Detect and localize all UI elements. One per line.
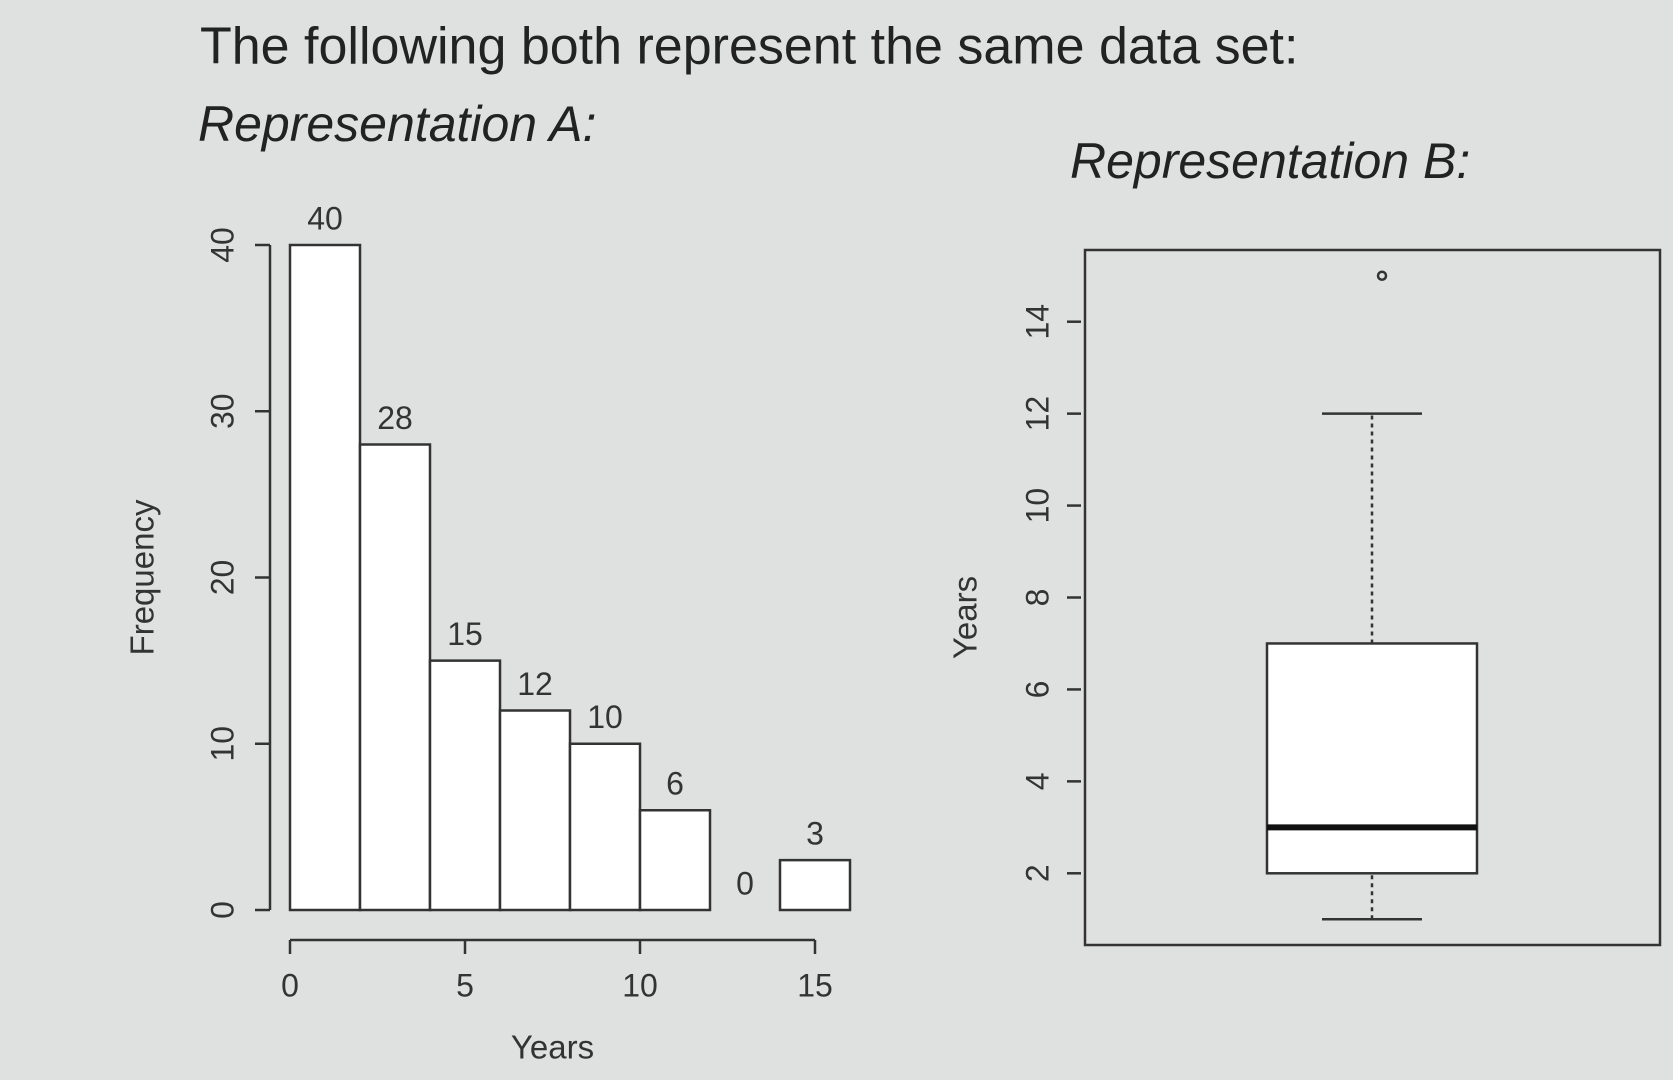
bar — [358, 443, 432, 912]
y-axis-label: Frequency — [124, 499, 161, 655]
plot-frame — [1083, 248, 1662, 947]
bar — [498, 709, 572, 912]
y-tick-label: 40 — [204, 227, 240, 263]
box — [1265, 642, 1479, 875]
y-tick-label: 4 — [1019, 772, 1055, 790]
bar — [568, 742, 642, 912]
y-tick-label: 10 — [1019, 488, 1055, 524]
outlier — [1376, 270, 1388, 281]
y-tick-label: 8 — [1019, 589, 1055, 607]
y-tick-label: 12 — [1019, 396, 1055, 432]
y-tick-label: 2 — [1019, 864, 1055, 882]
value-label: 12 — [517, 666, 553, 702]
label-a: Representation A: — [198, 96, 596, 152]
page-title: The following both represent the same da… — [200, 18, 1298, 76]
label-b: Representation B: — [1070, 133, 1470, 189]
value-label: 0 — [736, 865, 754, 901]
y-tick-label: 20 — [204, 560, 240, 596]
y-tick-label: 30 — [204, 393, 240, 429]
y-tick-label: 10 — [204, 726, 240, 762]
x-tick-label: 15 — [797, 967, 833, 1003]
y-axis-label: Years — [947, 576, 984, 659]
value-label: 40 — [307, 200, 343, 236]
x-axis-label: Years — [511, 1029, 594, 1066]
bar — [778, 858, 852, 912]
x-tick-label: 10 — [622, 967, 658, 1003]
y-tick-label: 14 — [1019, 304, 1055, 340]
value-label: 3 — [806, 816, 824, 852]
value-label: 28 — [377, 400, 413, 436]
bar — [638, 809, 712, 912]
value-label: 15 — [447, 616, 483, 652]
value-label: 6 — [666, 766, 684, 802]
bar — [428, 659, 502, 912]
x-tick-label: 0 — [281, 967, 299, 1003]
y-tick-label: 0 — [204, 901, 240, 919]
bar — [288, 243, 362, 912]
y-tick-label: 6 — [1019, 681, 1055, 699]
x-tick-label: 5 — [456, 967, 474, 1003]
value-label: 10 — [587, 699, 623, 735]
